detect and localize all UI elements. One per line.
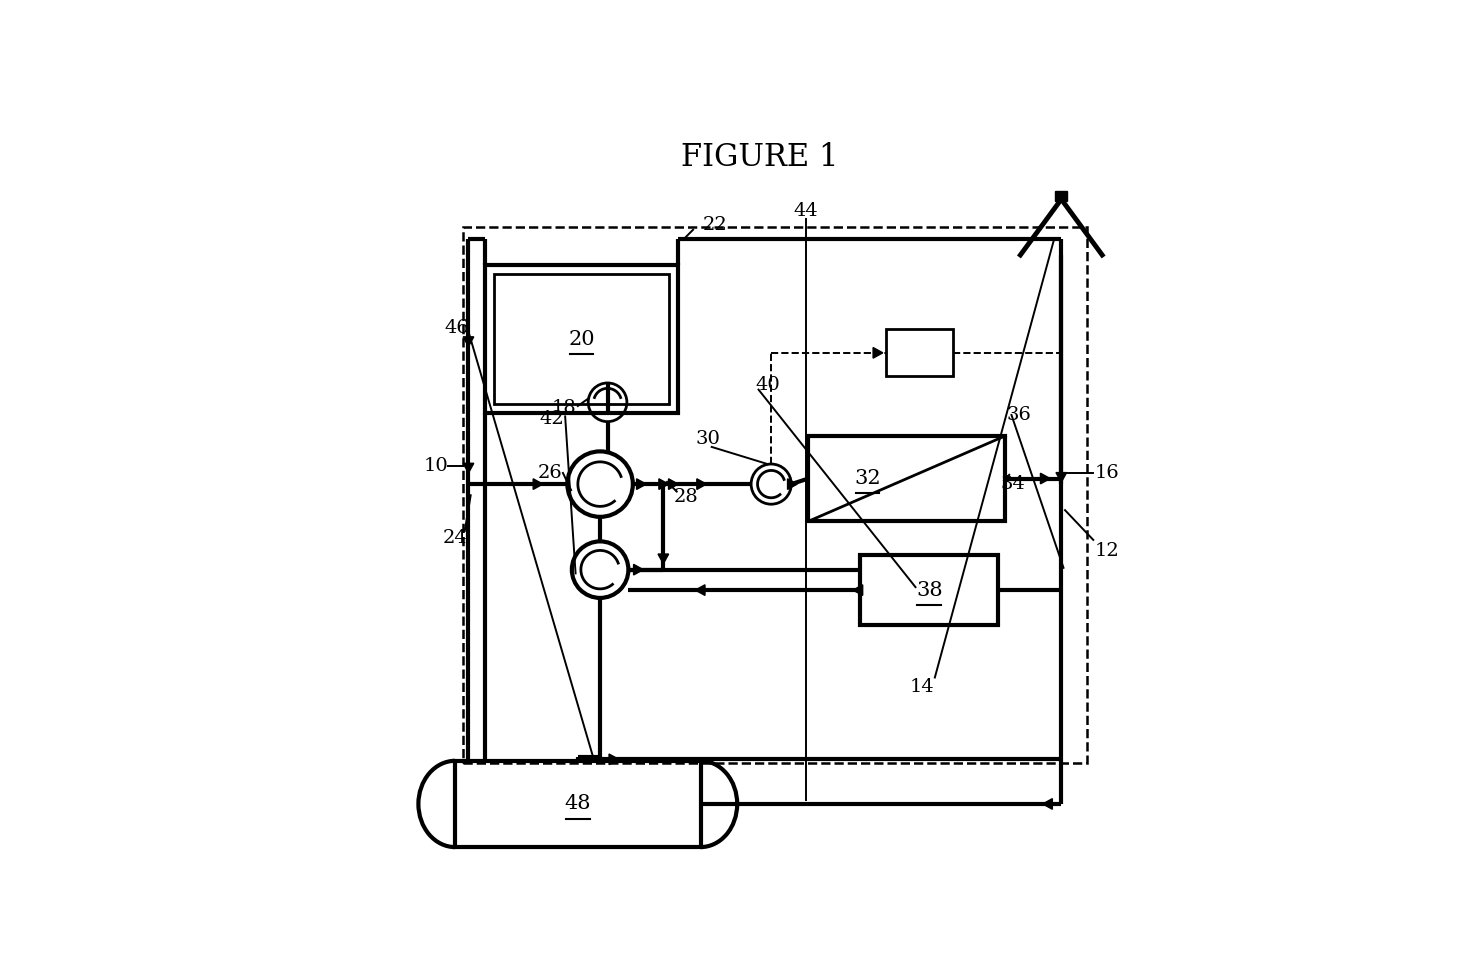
Polygon shape <box>636 479 647 490</box>
Bar <box>860 554 998 625</box>
Bar <box>808 436 1005 522</box>
Polygon shape <box>787 479 798 490</box>
Bar <box>887 329 954 376</box>
Polygon shape <box>697 479 706 490</box>
Polygon shape <box>658 554 669 564</box>
Polygon shape <box>1043 799 1053 810</box>
Bar <box>1056 190 1068 202</box>
Text: 32: 32 <box>854 469 881 488</box>
Polygon shape <box>633 564 644 575</box>
Polygon shape <box>853 584 863 595</box>
Text: 18: 18 <box>552 399 577 417</box>
Bar <box>455 761 700 847</box>
Text: 20: 20 <box>568 329 595 349</box>
Text: 38: 38 <box>916 581 943 600</box>
Text: 36: 36 <box>1007 406 1031 424</box>
Text: 40: 40 <box>755 376 780 394</box>
Text: 44: 44 <box>793 202 819 220</box>
Polygon shape <box>463 337 473 347</box>
Bar <box>463 228 1087 763</box>
Text: 24: 24 <box>443 529 467 548</box>
Text: 42: 42 <box>540 410 564 428</box>
Polygon shape <box>534 479 543 490</box>
Text: 26: 26 <box>538 464 562 482</box>
Text: 48: 48 <box>565 794 592 813</box>
Polygon shape <box>658 479 669 490</box>
Text: 22: 22 <box>703 216 728 235</box>
Text: 28: 28 <box>673 488 698 506</box>
Polygon shape <box>873 348 882 358</box>
Text: 10: 10 <box>424 457 449 474</box>
Polygon shape <box>1041 473 1050 484</box>
Polygon shape <box>610 754 618 765</box>
Polygon shape <box>696 584 704 595</box>
Text: 34: 34 <box>1001 475 1025 493</box>
Text: 16: 16 <box>1094 464 1120 482</box>
Text: 30: 30 <box>696 431 721 448</box>
Polygon shape <box>669 479 678 490</box>
Polygon shape <box>1056 472 1066 482</box>
Polygon shape <box>463 464 473 473</box>
Text: FIGURE 1: FIGURE 1 <box>681 142 839 173</box>
Bar <box>494 274 669 404</box>
Text: 46: 46 <box>445 319 470 337</box>
Text: 12: 12 <box>1094 542 1120 560</box>
Bar <box>485 265 678 413</box>
Text: 14: 14 <box>909 678 934 696</box>
